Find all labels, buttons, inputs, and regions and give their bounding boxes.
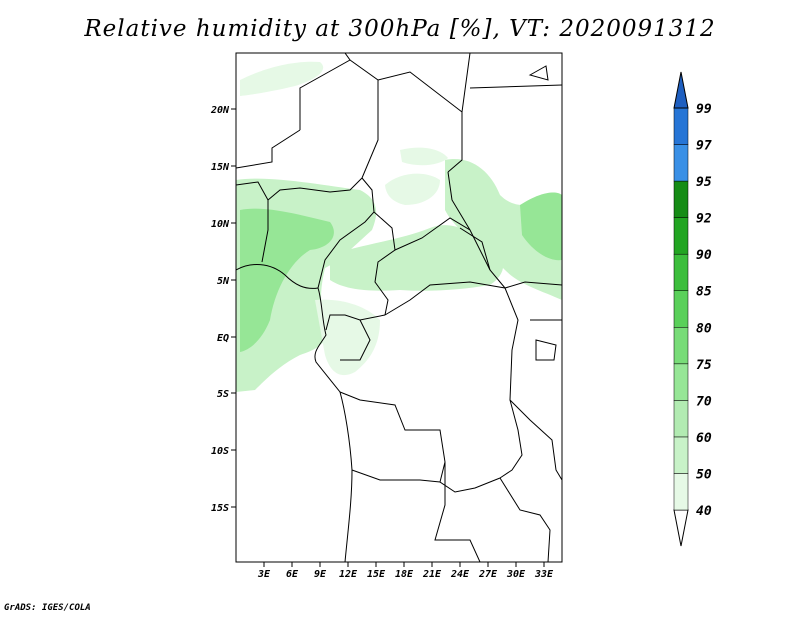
colorbar-segment — [673, 180, 689, 218]
lat-label: 15S — [211, 503, 229, 514]
humidity-area-central — [330, 225, 504, 291]
humidity-area-northcentral — [400, 147, 448, 166]
colorbar-label: 40 — [696, 504, 712, 519]
colorbar-segment — [673, 217, 689, 255]
colorbar-label: 75 — [696, 358, 712, 373]
colorbar-label: 95 — [696, 175, 712, 190]
colorbar-segment — [673, 327, 689, 365]
credit-text: GrADS: IGES/COLA — [4, 603, 91, 613]
lon-label: 21E — [422, 569, 442, 580]
colorbar-segment — [673, 107, 689, 145]
colorbar-label: 85 — [696, 285, 712, 300]
lat-label: 5S — [217, 389, 229, 400]
colorbar-segment — [673, 400, 689, 438]
country-borders — [236, 53, 562, 562]
colorbar-label: 80 — [696, 321, 712, 336]
lon-label: 15E — [367, 569, 386, 580]
lat-label: 15N — [211, 162, 230, 173]
chart-title: Relative humidity at 300hPa [%], VT: 202… — [84, 16, 716, 42]
lon-label: 6E — [286, 569, 299, 580]
lon-label: 30E — [506, 569, 526, 580]
lon-label: 18E — [395, 569, 414, 580]
colorbar-label: 60 — [696, 431, 712, 446]
colorbar-segment — [673, 290, 689, 328]
lon-label: 12E — [339, 569, 358, 580]
humidity-area-east-core — [520, 192, 562, 261]
map-frame — [235, 52, 563, 563]
colorbar-segment — [673, 473, 689, 511]
lon-label: 24E — [450, 569, 470, 580]
colorbar: 40 50 60 70 75 80 85 90 92 95 97 99 — [673, 71, 712, 547]
colorbar-label: 50 — [696, 467, 712, 482]
colorbar-upper-triangle — [673, 71, 689, 109]
colorbar-segment — [673, 144, 689, 182]
lat-label: 20N — [210, 105, 230, 116]
colorbar-label: 97 — [696, 139, 712, 154]
lon-label: 3E — [257, 569, 271, 580]
colorbar-segment — [673, 436, 689, 474]
colorbar-segment — [673, 363, 689, 401]
lat-label: EQ — [217, 333, 229, 344]
colorbar-label: 90 — [696, 248, 712, 263]
lon-label: 27E — [478, 569, 498, 580]
lat-label: 10S — [211, 446, 229, 457]
humidity-area-sahel — [385, 173, 440, 205]
humidity-area-north — [240, 61, 324, 96]
lon-label: 33E — [534, 569, 554, 580]
lon-label: 9E — [314, 569, 327, 580]
humidity-area-west-core — [240, 208, 334, 352]
colorbar-label: 92 — [696, 212, 712, 227]
lat-label: 10N — [211, 219, 230, 230]
humidity-field — [236, 61, 562, 392]
colorbar-label: 70 — [696, 394, 712, 409]
humidity-area-cameroon — [315, 299, 380, 376]
lat-labels: 20N 15N 10N 5N EQ 5S 10S 15S — [210, 105, 230, 514]
lon-labels: 3E 6E 9E 12E 15E 18E 21E 24E 27E 30E 33E — [257, 569, 554, 580]
colorbar-segment — [673, 253, 689, 291]
colorbar-lower-triangle — [673, 509, 689, 547]
humidity-area-east — [445, 159, 562, 300]
lat-label: 5N — [217, 276, 230, 287]
colorbar-label: 99 — [696, 102, 712, 117]
axis-ticks — [231, 108, 545, 567]
